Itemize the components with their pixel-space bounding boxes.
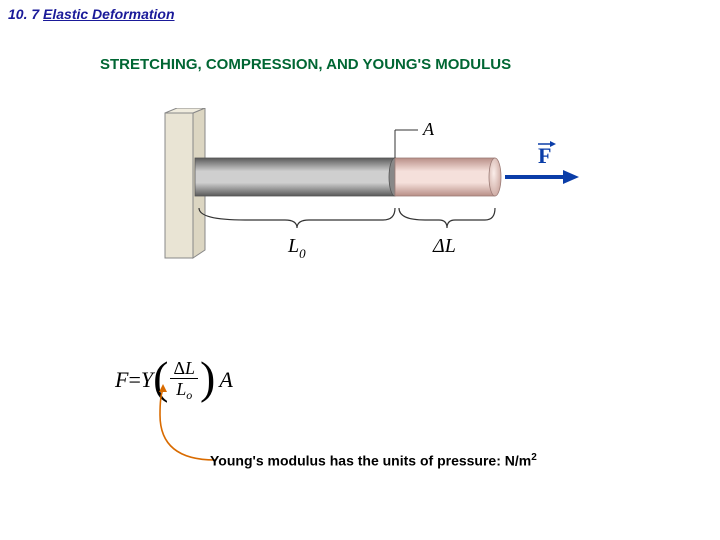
- force-arrow: F: [505, 141, 579, 184]
- dl-brace: ΔL: [399, 208, 495, 257]
- force-label: F: [538, 143, 551, 168]
- rparen: ): [200, 359, 215, 397]
- caption-sup: 2: [531, 452, 537, 463]
- subheading: STRETCHING, COMPRESSION, AND YOUNG'S MOD…: [100, 56, 511, 73]
- section-title: Elastic Deformation: [43, 6, 174, 22]
- formula-Y: Y: [141, 367, 153, 393]
- formula-Lo: Lo: [173, 379, 195, 401]
- caption-text: Young's modulus has the units of pressur…: [210, 453, 531, 469]
- cross-section-label: A: [422, 119, 435, 139]
- l0-label: L0: [287, 235, 306, 261]
- diagram-svg: A F L0 ΔL: [145, 108, 595, 298]
- formula-eq: =: [128, 367, 140, 393]
- formula-F: F: [115, 367, 128, 393]
- rod-extension: [395, 158, 501, 196]
- rod-original: [195, 158, 401, 196]
- l0-brace: L0: [199, 208, 395, 261]
- youngs-modulus-diagram: A F L0 ΔL: [145, 108, 595, 298]
- formula-A: A: [219, 367, 232, 393]
- caption: Young's modulus has the units of pressur…: [210, 452, 537, 469]
- youngs-modulus-formula: F = Y ( ΔL Lo ) A: [115, 358, 233, 401]
- dl-label: ΔL: [432, 235, 456, 257]
- section-number: 10. 7: [8, 6, 43, 22]
- section-header: 10. 7 Elastic Deformation: [8, 6, 175, 22]
- formula-fraction: ΔL Lo: [170, 358, 198, 401]
- cross-section-indicator: A: [395, 119, 435, 158]
- formula-dL: ΔL: [170, 358, 198, 379]
